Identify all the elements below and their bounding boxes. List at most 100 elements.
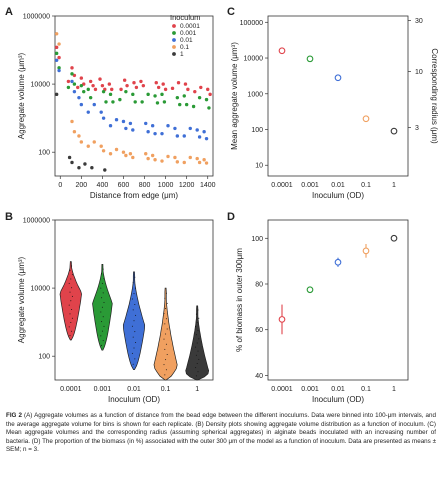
a-point-0_01	[146, 129, 150, 134]
a-point-0_001	[191, 104, 196, 109]
a-point-0_1	[188, 155, 192, 160]
a-point-0_1	[99, 144, 103, 148]
b-y-tick-label: 100	[38, 354, 50, 361]
b-violin-dot	[101, 321, 103, 323]
a-point-0_01	[182, 134, 186, 138]
b-violin-dot	[166, 353, 168, 355]
a-legend-entry: 0.1	[180, 44, 189, 51]
b-violin-dot	[164, 323, 166, 325]
d-x-tick-label: 0.001	[301, 386, 319, 393]
b-violin-dot	[165, 333, 167, 335]
a-point-0_001	[101, 89, 106, 94]
b-violin-dot	[71, 274, 73, 276]
a-point-0_01	[99, 110, 103, 114]
b-violin-dot	[71, 295, 73, 297]
a-point-0_1	[124, 153, 128, 158]
a-point-0_1	[54, 32, 59, 36]
a-point-0_0001	[72, 73, 77, 78]
panel-label-b: B	[5, 211, 13, 223]
b-violin-dot	[131, 352, 133, 354]
a-point-0_1	[114, 147, 119, 152]
a-point-0_01	[114, 118, 119, 122]
b-violin-dot	[131, 325, 133, 327]
a-point-0_01	[86, 110, 90, 114]
a-point-0_0001	[79, 76, 84, 80]
panel-a-plot-area	[54, 15, 214, 177]
a-point-0_001	[66, 85, 71, 90]
a-legend-entry: 0.001	[180, 30, 197, 37]
a-point-0_01	[153, 131, 157, 136]
a-point-0_001	[57, 66, 61, 70]
a-point-0_01	[121, 119, 126, 124]
a-x-tick-label: 1400	[200, 182, 216, 189]
b-violin-dot	[165, 292, 167, 294]
a-y-tick-label: 100	[38, 150, 50, 157]
b-violin-dot	[71, 287, 73, 289]
b-violin-dot	[195, 325, 197, 327]
c-x-tick-label: 1	[392, 182, 396, 189]
caption-text: (A) Aggregate volumes as a function of d…	[6, 412, 436, 454]
b-violin-dot	[133, 347, 135, 349]
c-y-tick-label: 1000	[247, 91, 263, 98]
a-point-0_1	[79, 140, 84, 144]
b-violin-dot	[163, 338, 165, 340]
a-point-0_0001	[170, 86, 175, 91]
a-point-0_01	[173, 126, 177, 131]
a-point-0_0001	[76, 85, 80, 90]
a-legend-entry: 0.0001	[180, 23, 200, 30]
a-point-0_001	[153, 94, 157, 98]
a-point-0_001	[207, 106, 211, 110]
c-point-1	[390, 127, 398, 135]
b-violin-dot	[165, 308, 167, 310]
b-y-axis-label: Aggregate volume (μm³)	[17, 256, 26, 343]
b-violin-dot	[101, 306, 103, 308]
a-legend-swatch	[172, 31, 176, 35]
b-violin-dot	[198, 317, 200, 319]
a-point-0_001	[108, 92, 113, 97]
a-point-0_001	[175, 95, 180, 100]
b-violin-dot	[195, 354, 197, 356]
a-point-0_1	[108, 152, 113, 156]
d-y-axis-label: % of biomass in outer 300μm	[235, 248, 244, 352]
a-point-0_001	[140, 100, 144, 104]
a-point-0_01	[131, 128, 135, 132]
a-point-0_1	[173, 155, 177, 160]
a-x-tick-label: 600	[118, 182, 130, 189]
a-point-0_001	[162, 100, 167, 104]
d-x-axis-label: Inoculum (OD)	[312, 395, 364, 404]
b-x-tick-label: 0.01	[127, 386, 141, 393]
a-point-0_0001	[110, 87, 114, 92]
a-y-tick-label: 10000	[31, 82, 51, 89]
a-point-0_01	[124, 126, 128, 131]
a-point-0_01	[197, 135, 202, 139]
b-violin-dot	[103, 301, 105, 303]
a-x-tick-label: 200	[75, 182, 87, 189]
b-violin-dot	[165, 318, 167, 320]
a-point-0_001	[82, 89, 86, 94]
a-point-0_1	[202, 158, 206, 162]
a-point-0_0001	[199, 85, 203, 90]
a-point-0_01	[195, 128, 199, 132]
a-legend-entry: 0.01	[180, 37, 193, 44]
a-point-0_0001	[154, 80, 158, 85]
b-violin-dot	[101, 282, 103, 284]
a-point-0_1	[70, 119, 74, 124]
b-violin-dot	[68, 326, 70, 328]
d-y-tick-label: 60	[255, 327, 263, 334]
a-point-0_1	[144, 152, 148, 156]
a-point-0_0001	[100, 83, 105, 88]
b-violin-dot	[69, 313, 71, 315]
a-point-0_1	[197, 160, 202, 165]
a-point-0_0001	[193, 89, 197, 94]
a-point-0_0001	[122, 78, 127, 82]
b-violin-dot	[197, 371, 199, 373]
a-point-0_0001	[161, 82, 165, 86]
d-point-0_0001	[278, 316, 286, 323]
a-point-1	[90, 166, 94, 170]
a-point-1	[67, 155, 72, 160]
b-violin-dot	[164, 297, 166, 299]
a-point-0_01	[128, 121, 133, 126]
a-point-0_0001	[186, 87, 190, 92]
a-point-0_0001	[156, 85, 161, 90]
a-point-0_01	[92, 102, 96, 107]
